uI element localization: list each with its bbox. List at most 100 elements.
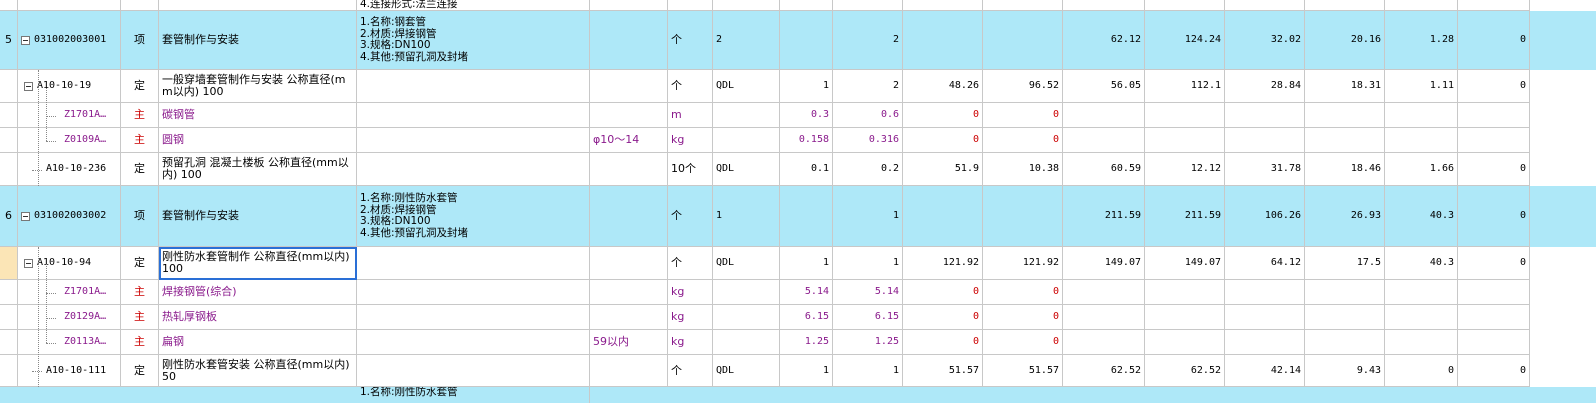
row-number-cell[interactable] [0,355,18,387]
quota-row[interactable]: A10-10-94 定 刚性防水套管制作 公称直径(mm以内) 100 个 QDL 1 1 1… [0,247,1596,280]
item-code-cell[interactable]: A10-10-111 [18,355,121,387]
machine-cost-cell[interactable] [1385,330,1458,355]
item-name-cell[interactable]: 预留孔洞 混凝土楼板 公称直径(mm以内) 100 [159,153,357,186]
item-spec-cell[interactable] [357,305,590,330]
composite-total-cell[interactable]: 112.1 [1145,70,1225,103]
unit-price-cell[interactable]: 0 [903,330,983,355]
quantity-cell[interactable]: 6.15 [833,305,903,330]
labor-cost-cell[interactable] [1225,280,1305,305]
other-cost-cell[interactable]: 0 [1458,186,1530,247]
other-cost-cell[interactable]: 0 [1458,355,1530,387]
item-name-cell[interactable]: 套管制作与安装 [159,186,357,247]
composite-total-cell[interactable] [1145,305,1225,330]
spec-note-cell[interactable]: 59以内 [590,330,668,355]
unit-cell[interactable]: 个 [668,11,713,70]
unit-price-cell[interactable]: 0 [903,128,983,153]
composite-total-cell[interactable]: 62.52 [1145,355,1225,387]
machine-cost-cell[interactable] [1385,280,1458,305]
item-name-cell[interactable]: 碳钢管 [159,103,357,128]
labor-cost-cell[interactable] [1225,305,1305,330]
composite-unit-price-cell[interactable]: 60.59 [1063,153,1145,186]
spec-note-cell[interactable] [590,247,668,280]
composite-unit-price-cell[interactable]: 62.12 [1063,11,1145,70]
collapse-toggle-icon[interactable] [21,211,30,221]
item-code-cell[interactable]: A10-10-19 [18,70,121,103]
total-price-cell[interactable]: 0 [983,330,1063,355]
composite-unit-price-cell[interactable] [1063,330,1145,355]
row-number-cell[interactable] [0,280,18,305]
unit-price-cell[interactable] [903,11,983,70]
quota-row[interactable]: A10-10-19 定 一般穿墙套管制作与安装 公称直径(mm以内) 100 个 QDL… [0,70,1596,103]
collapse-toggle-icon[interactable] [24,258,33,268]
other-cost-cell[interactable]: 0 [1458,247,1530,280]
total-price-cell[interactable]: 0 [983,128,1063,153]
material-cost-cell[interactable] [1305,103,1385,128]
total-price-cell[interactable]: 0 [983,305,1063,330]
collapse-toggle-icon[interactable] [24,81,33,91]
total-price-cell[interactable]: 96.52 [983,70,1063,103]
material-cost-cell[interactable]: 18.31 [1305,70,1385,103]
row-number-cell[interactable] [0,153,18,186]
spec-note-cell[interactable] [590,153,668,186]
quantity-expression-cell[interactable]: 2 [713,11,780,70]
item-spec-cell[interactable] [357,280,590,305]
item-spec-cell[interactable]: 1.名称:钢套管 2.材质:焊接钢管 3.规格:DN100 4.其他:预留孔洞及… [357,11,590,70]
unit-cell[interactable]: kg [668,128,713,153]
item-code-cell[interactable]: 031002003002 [18,186,121,247]
quantity-cell[interactable]: 0.6 [833,103,903,128]
machine-cost-cell[interactable]: 1.66 [1385,153,1458,186]
composite-total-cell[interactable] [1145,330,1225,355]
unit-price-cell[interactable]: 0 [903,305,983,330]
item-spec-cell[interactable] [357,128,590,153]
category-cell[interactable]: 主 [121,330,159,355]
machine-cost-cell[interactable] [1385,103,1458,128]
quantity-cell[interactable]: 1.25 [833,330,903,355]
quantity-expression-cell[interactable] [713,280,780,305]
quantity-expression-cell[interactable] [713,330,780,355]
category-cell[interactable]: 主 [121,128,159,153]
spec-note-cell[interactable] [590,305,668,330]
unit-cell[interactable]: kg [668,280,713,305]
composite-unit-price-cell[interactable] [1063,103,1145,128]
quantity-expression-cell[interactable]: 1 [713,186,780,247]
quota-row[interactable]: A10-10-111 定 刚性防水套管安装 公称直径(mm以内) 50 个 QDL 1 1 5… [0,355,1596,387]
composite-unit-price-cell[interactable]: 211.59 [1063,186,1145,247]
category-cell[interactable]: 定 [121,153,159,186]
quantity-expression-cell[interactable]: QDL [713,153,780,186]
quantity-cell[interactable]: 1 [833,355,903,387]
other-cost-cell[interactable] [1458,103,1530,128]
item-spec-cell[interactable] [357,247,590,280]
other-cost-cell[interactable]: 0 [1458,153,1530,186]
machine-cost-cell[interactable]: 40.3 [1385,247,1458,280]
spec-note-cell[interactable] [590,70,668,103]
quantity-cell[interactable]: 5.14 [833,280,903,305]
composite-unit-price-cell[interactable] [1063,305,1145,330]
main-material-row[interactable]: Z0129A… 主 热轧厚钢板 kg 6.15 6.15 0 0 [0,305,1596,330]
row-number-cell[interactable] [0,70,18,103]
row-number-cell[interactable] [0,103,18,128]
quantity-cell[interactable]: 1 [833,247,903,280]
other-cost-cell[interactable] [1458,280,1530,305]
spec-note-cell[interactable] [590,186,668,247]
quantity-cell[interactable]: 2 [833,11,903,70]
item-code-cell[interactable]: Z0129A… [18,305,121,330]
item-code-cell[interactable]: Z1701A… [18,103,121,128]
quantity-expression-cell[interactable]: QDL [713,247,780,280]
spec-note-cell[interactable] [590,103,668,128]
item-name-cell[interactable]: 扁钢 [159,330,357,355]
labor-cost-cell[interactable]: 42.14 [1225,355,1305,387]
labor-cost-cell[interactable]: 32.02 [1225,11,1305,70]
machine-cost-cell[interactable]: 1.11 [1385,70,1458,103]
content-coefficient-cell[interactable]: 5.14 [780,280,833,305]
content-coefficient-cell[interactable]: 1 [780,355,833,387]
unit-cell[interactable]: 个 [668,355,713,387]
labor-cost-cell[interactable] [1225,128,1305,153]
composite-total-cell[interactable] [1145,103,1225,128]
other-cost-cell[interactable] [1458,128,1530,153]
item-spec-cell[interactable] [357,153,590,186]
quantity-expression-cell[interactable] [713,305,780,330]
labor-cost-cell[interactable]: 106.26 [1225,186,1305,247]
category-cell[interactable]: 项 [121,11,159,70]
total-price-cell[interactable]: 51.57 [983,355,1063,387]
unit-cell[interactable]: m [668,103,713,128]
